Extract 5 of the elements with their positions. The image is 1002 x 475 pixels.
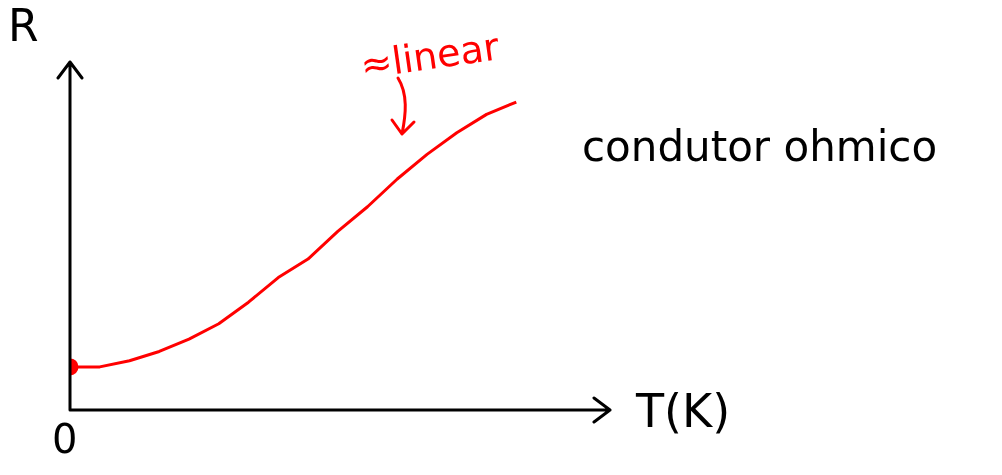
x-axis-title: T(K) [636,384,731,438]
text: ≈linear [357,24,502,88]
text: condutor ohmico [582,122,938,171]
text: 0 [52,416,78,462]
y-axis-title: R [8,0,39,51]
